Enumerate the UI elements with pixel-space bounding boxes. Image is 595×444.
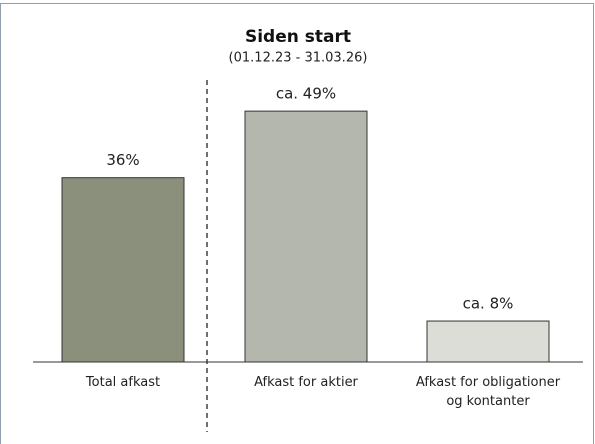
value-label: ca. 8% — [463, 295, 514, 313]
chart-subtitle: (01.12.23 - 31.03.26) — [229, 51, 368, 66]
frame — [0, 3, 594, 444]
x-tick-label: Total afkast — [85, 375, 161, 390]
value-label: ca. 49% — [276, 85, 336, 103]
bar — [61, 177, 185, 363]
x-tick-label: Afkast for obligationer og kontanter — [415, 375, 561, 409]
bar — [426, 320, 550, 363]
value-label: 36% — [106, 151, 139, 169]
x-tick-label: Afkast for aktier — [254, 375, 358, 390]
chart-title: Siden start — [245, 27, 351, 47]
bar — [244, 110, 368, 363]
